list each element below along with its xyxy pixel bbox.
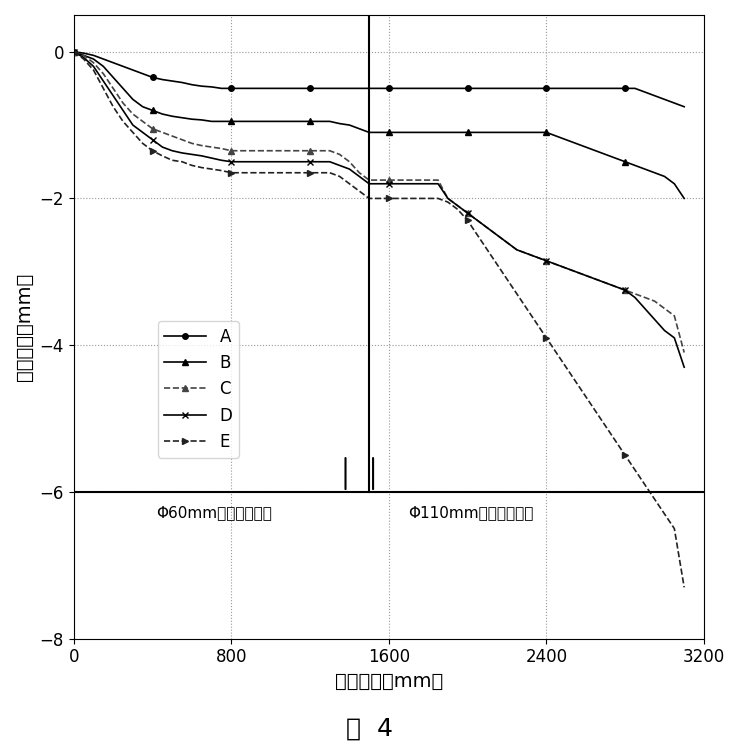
A bbox=[237, 84, 246, 93]
X-axis label: 钻进距离（mm）: 钻进距离（mm） bbox=[334, 672, 443, 691]
C bbox=[374, 176, 383, 185]
D bbox=[256, 157, 265, 166]
Y-axis label: 垂向位移（mm）: 垂向位移（mm） bbox=[15, 273, 34, 381]
Line: D: D bbox=[71, 49, 687, 370]
D bbox=[493, 231, 502, 240]
A bbox=[374, 84, 383, 93]
A bbox=[680, 102, 689, 111]
C bbox=[670, 312, 679, 321]
B bbox=[374, 128, 383, 137]
E bbox=[355, 186, 364, 195]
C bbox=[256, 146, 265, 155]
E bbox=[70, 47, 78, 56]
Text: 图  4: 图 4 bbox=[346, 716, 394, 740]
B bbox=[670, 179, 679, 189]
E bbox=[493, 260, 502, 269]
C bbox=[680, 348, 689, 357]
B bbox=[70, 47, 78, 56]
E bbox=[680, 583, 689, 592]
Legend: A, B, C, D, E: A, B, C, D, E bbox=[158, 321, 239, 457]
B bbox=[355, 124, 364, 133]
A bbox=[670, 98, 679, 107]
D bbox=[355, 172, 364, 181]
D bbox=[680, 363, 689, 372]
E bbox=[237, 168, 246, 177]
Line: A: A bbox=[71, 49, 687, 110]
C bbox=[70, 47, 78, 56]
Line: B: B bbox=[71, 49, 687, 201]
D bbox=[237, 157, 246, 166]
Line: C: C bbox=[71, 49, 687, 355]
A bbox=[493, 84, 502, 93]
C bbox=[237, 146, 246, 155]
A bbox=[355, 84, 364, 93]
D bbox=[670, 333, 679, 342]
Line: E: E bbox=[71, 49, 687, 590]
C bbox=[493, 231, 502, 240]
C bbox=[355, 168, 364, 177]
B bbox=[237, 117, 246, 126]
E bbox=[374, 194, 383, 203]
E bbox=[256, 168, 265, 177]
A bbox=[70, 47, 78, 56]
D bbox=[70, 47, 78, 56]
D bbox=[374, 179, 383, 189]
E bbox=[670, 524, 679, 533]
B bbox=[493, 128, 502, 137]
A bbox=[256, 84, 265, 93]
Text: Φ110mm钻头钻进过程: Φ110mm钻头钻进过程 bbox=[408, 505, 534, 520]
B bbox=[680, 194, 689, 203]
B bbox=[256, 117, 265, 126]
Text: Φ60mm钻头钻进过程: Φ60mm钻头钻进过程 bbox=[156, 505, 272, 520]
